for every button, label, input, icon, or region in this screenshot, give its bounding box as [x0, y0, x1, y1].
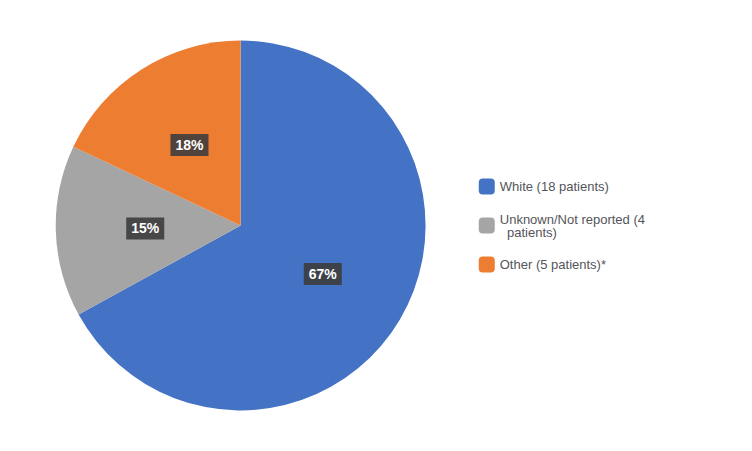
svg-text:18%: 18% — [175, 137, 204, 153]
svg-text:Other (5 patients)*: Other (5 patients)* — [500, 257, 606, 272]
svg-text:White (18 patients): White (18 patients) — [500, 179, 609, 194]
svg-text:patients): patients) — [500, 225, 557, 240]
svg-text:15%: 15% — [131, 220, 160, 236]
svg-text:67%: 67% — [309, 266, 338, 282]
svg-text:Unknown/Not reported (4: Unknown/Not reported (4 — [499, 211, 645, 227]
